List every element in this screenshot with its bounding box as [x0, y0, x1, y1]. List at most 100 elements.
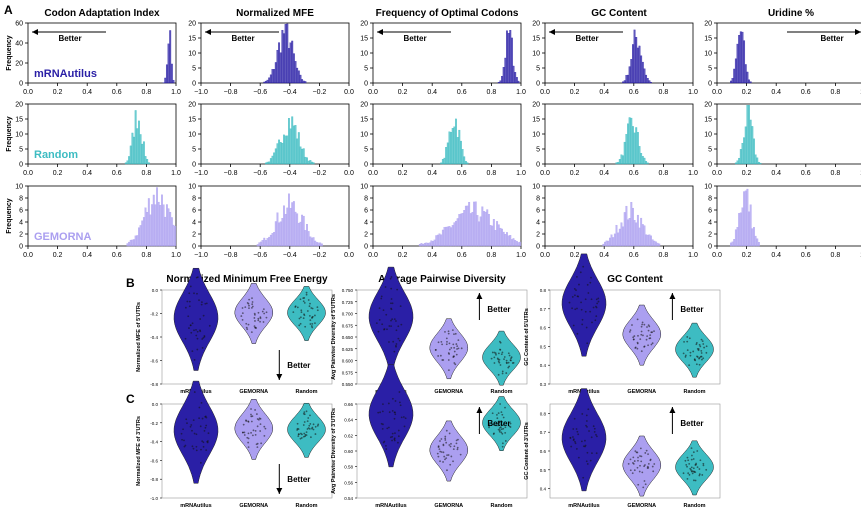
- violin-dot: [394, 411, 396, 414]
- violin-dot: [640, 330, 643, 333]
- violin-plot-title: Average Pairwise Diversity: [378, 274, 506, 285]
- hist-bar: [299, 221, 302, 247]
- violin-dot: [247, 441, 250, 444]
- hist-bar: [507, 235, 510, 247]
- hist-bar: [443, 227, 446, 247]
- violin-y-tick-label: 0.3: [540, 382, 547, 387]
- violin-dot: [452, 448, 455, 450]
- hist-bar: [643, 157, 646, 165]
- hist-bar: [633, 132, 636, 165]
- violin-dot: [452, 460, 454, 463]
- violin-dot: [700, 338, 703, 341]
- hist-bar: [738, 35, 741, 84]
- hist-bar: [641, 61, 644, 84]
- violin-category-label: GEMORNA: [434, 389, 463, 395]
- violin-dot: [582, 445, 585, 448]
- violin-dot: [300, 311, 303, 314]
- violin-dot: [303, 314, 306, 317]
- violin-dot: [391, 302, 394, 305]
- hist-bar: [478, 221, 480, 247]
- hist-bar: [165, 64, 168, 84]
- violin-dot: [488, 426, 490, 429]
- hist-bar: [172, 224, 175, 247]
- hist-bar: [162, 204, 165, 247]
- hist-bar: [147, 198, 150, 247]
- violin-dot: [500, 411, 503, 413]
- better-label: Better: [575, 34, 598, 43]
- violin-dot: [584, 439, 586, 442]
- violin-y-tick-label: 0.64: [344, 418, 353, 423]
- violin-dot: [455, 343, 458, 345]
- hist-bar: [292, 53, 295, 84]
- violin-dot: [399, 404, 402, 407]
- hist-bar: [730, 80, 732, 84]
- hist-y-tick-label: 15: [15, 117, 23, 124]
- hist-bar: [273, 232, 276, 247]
- violin-dot: [569, 436, 572, 439]
- violin-dot: [383, 328, 386, 330]
- hist-bar: [512, 65, 515, 84]
- hist-bar: [463, 156, 466, 165]
- violin-dot: [246, 436, 249, 439]
- hist-x-tick-label: 0.0: [540, 252, 550, 259]
- hist-bar: [625, 75, 628, 84]
- hist-x-tick-label: 0.8: [142, 89, 152, 96]
- hist-bar: [441, 229, 444, 247]
- hist-bar: [289, 128, 292, 165]
- hist-y-tick-label: 8: [19, 196, 23, 203]
- hist-col-title: Normalized MFE: [236, 8, 314, 19]
- violin-dot: [250, 420, 253, 423]
- violin-dot: [390, 276, 393, 278]
- violin-dot: [437, 355, 440, 357]
- violin-dot: [591, 321, 593, 324]
- violin-dot: [576, 307, 578, 310]
- violin-dot: [196, 348, 199, 351]
- violin-dot: [574, 442, 577, 445]
- violin-dot: [181, 438, 183, 441]
- violin-dot: [312, 428, 315, 431]
- violin-dot: [491, 351, 494, 354]
- violin-shape: [429, 318, 469, 380]
- hist-y-axis-label: Frequency: [6, 35, 13, 71]
- violin-dot: [303, 301, 306, 304]
- panel-label-a: A: [4, 3, 13, 17]
- hist-x-tick-label: 1.0: [516, 252, 526, 259]
- violin-dot: [198, 417, 201, 420]
- hist-x-tick-label: 0.0: [344, 252, 354, 259]
- violin-dot: [636, 466, 639, 469]
- hist-bar: [646, 234, 649, 247]
- violin-shape: [287, 286, 326, 341]
- violin-dot: [580, 301, 582, 304]
- violin-dot: [314, 322, 316, 325]
- violin-dot: [705, 468, 708, 471]
- violin-dot: [390, 298, 393, 300]
- violin-dot: [199, 461, 202, 464]
- violin-dot: [306, 428, 309, 430]
- hist-bar: [474, 201, 477, 247]
- hist-bar: [302, 148, 305, 165]
- hist-bar: [294, 211, 297, 247]
- hist-bar: [751, 228, 754, 247]
- hist-bar: [509, 235, 512, 247]
- hist-bar: [450, 132, 453, 165]
- violin-dot: [684, 459, 687, 462]
- hist-y-tick-label: 0: [192, 81, 196, 88]
- hist-bar: [283, 205, 285, 247]
- violin-dot: [248, 298, 251, 301]
- violin-dot: [311, 316, 314, 319]
- violin-y-tick-label: -0.6: [150, 458, 158, 463]
- hist-x-tick-label: 0.4: [427, 89, 437, 96]
- hist-x-tick-label: 0.4: [771, 252, 781, 259]
- violin-dot: [595, 452, 598, 455]
- violin-dot: [701, 340, 704, 343]
- violin-dot: [572, 428, 575, 430]
- hist-bar: [440, 162, 443, 165]
- violin-dot: [446, 340, 448, 343]
- violin-dot: [501, 442, 504, 445]
- violin-dot: [257, 317, 260, 320]
- hist-bar: [156, 187, 158, 247]
- hist-bar: [648, 234, 651, 247]
- hist-bar: [283, 134, 285, 165]
- hist-bar: [301, 148, 304, 165]
- violin-dot: [490, 357, 493, 360]
